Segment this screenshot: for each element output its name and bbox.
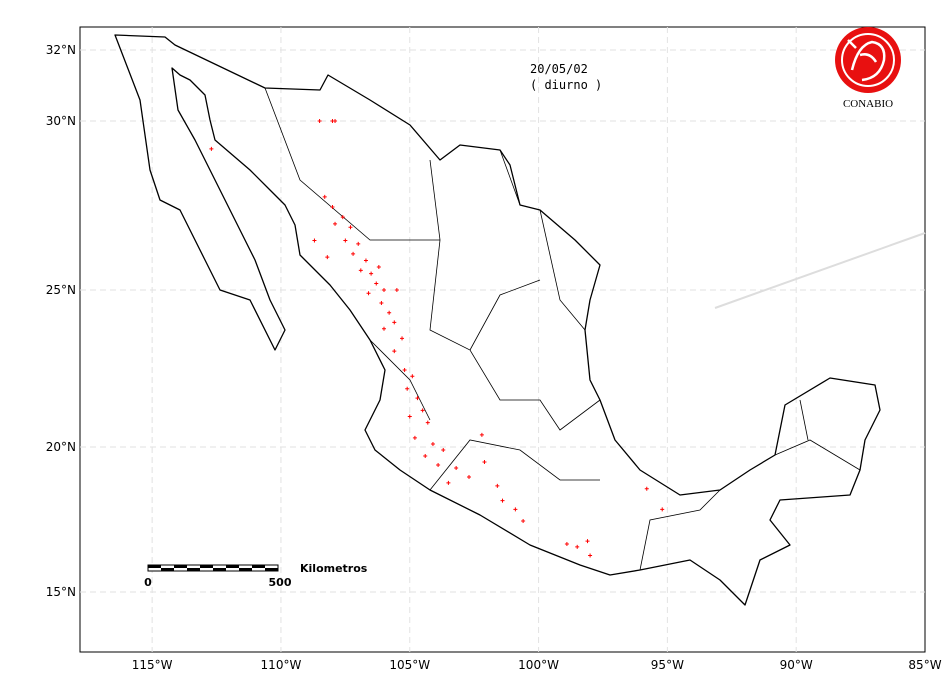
hotspot bbox=[333, 119, 338, 123]
lon-tick-label: 85°W bbox=[908, 658, 941, 672]
hotspot bbox=[482, 460, 487, 465]
lat-tick-label: 15°N bbox=[46, 585, 76, 599]
graticule bbox=[80, 27, 925, 652]
logo-figure bbox=[847, 39, 886, 82]
hotspot bbox=[660, 507, 665, 512]
logo-text: CONABIO bbox=[843, 98, 893, 110]
hotspot bbox=[363, 258, 368, 263]
scale-unit: Kilometros bbox=[300, 562, 368, 575]
hotspot bbox=[479, 432, 484, 437]
hotspot bbox=[351, 251, 356, 256]
hotspot bbox=[358, 268, 363, 273]
lat-tick-label: 25°N bbox=[46, 283, 76, 297]
date: 20/05/02 bbox=[530, 62, 588, 76]
scale-bar: Kilometros 0 500 bbox=[144, 562, 368, 589]
hotspot bbox=[379, 301, 384, 306]
lon-tick-label: 100°W bbox=[518, 658, 559, 672]
hotspot bbox=[500, 498, 505, 503]
hotspot bbox=[402, 368, 407, 372]
hotspot bbox=[340, 215, 345, 220]
hotspot bbox=[436, 463, 441, 468]
hotspot bbox=[415, 396, 420, 401]
hotspot bbox=[366, 291, 371, 296]
hotspot bbox=[381, 326, 386, 331]
scale-checks bbox=[148, 565, 278, 571]
hotspots bbox=[209, 119, 665, 558]
lon-tick-label: 95°W bbox=[651, 658, 684, 672]
coastline bbox=[114, 34, 881, 606]
hotspot bbox=[392, 320, 397, 325]
lat-tick-label: 32°N bbox=[46, 43, 76, 57]
hotspot bbox=[405, 386, 410, 391]
hotspot bbox=[575, 544, 580, 549]
hotspot bbox=[392, 349, 397, 354]
hotspot bbox=[376, 265, 381, 270]
track-line bbox=[714, 232, 926, 309]
hotspot bbox=[209, 146, 214, 151]
hotspot bbox=[521, 519, 526, 523]
hotspot bbox=[423, 454, 428, 459]
hotspot bbox=[356, 241, 361, 246]
logo: CONABIO bbox=[835, 27, 901, 110]
logo-emblem bbox=[835, 27, 901, 93]
hotspot bbox=[410, 374, 415, 379]
hotspot bbox=[420, 408, 425, 413]
hotspot bbox=[322, 194, 327, 199]
hotspot bbox=[564, 542, 569, 547]
hotspot bbox=[430, 441, 435, 446]
lat-tick-label: 20°N bbox=[46, 440, 76, 454]
state-borders bbox=[264, 87, 861, 571]
hotspot bbox=[333, 221, 338, 226]
hotspot bbox=[369, 271, 374, 276]
hotspot bbox=[585, 539, 590, 544]
hotspot bbox=[644, 486, 649, 491]
hotspot bbox=[343, 238, 348, 243]
scale-start: 0 bbox=[144, 576, 152, 589]
hotspot bbox=[317, 119, 322, 123]
scale-end: 500 bbox=[269, 576, 292, 589]
hotspot bbox=[425, 420, 430, 425]
hotspot bbox=[348, 225, 353, 230]
hotspot bbox=[400, 336, 405, 341]
hotspot bbox=[467, 474, 472, 479]
lon-tick-label: 90°W bbox=[780, 658, 813, 672]
hotspot bbox=[330, 205, 335, 209]
lat-tick-label: 30°N bbox=[46, 114, 76, 128]
hotspot bbox=[454, 466, 459, 471]
hotspot bbox=[412, 435, 417, 440]
hotspot bbox=[374, 281, 379, 286]
lon-tick-label: 105°W bbox=[389, 658, 430, 672]
period: ( diurno ) bbox=[530, 78, 602, 92]
hotspot bbox=[394, 288, 399, 292]
lon-tick-label: 115°W bbox=[132, 658, 173, 672]
hotspot bbox=[441, 448, 446, 453]
hotspot bbox=[513, 507, 518, 512]
hotspot bbox=[325, 255, 330, 260]
hotspot bbox=[407, 414, 412, 419]
hotspot bbox=[387, 310, 392, 315]
logo-ring bbox=[841, 33, 895, 87]
hotspot bbox=[312, 238, 317, 243]
hotspot bbox=[588, 553, 593, 558]
hotspot bbox=[446, 480, 451, 485]
hotspot bbox=[381, 288, 386, 292]
lon-tick-label: 110°W bbox=[261, 658, 302, 672]
hotspot bbox=[495, 483, 500, 488]
